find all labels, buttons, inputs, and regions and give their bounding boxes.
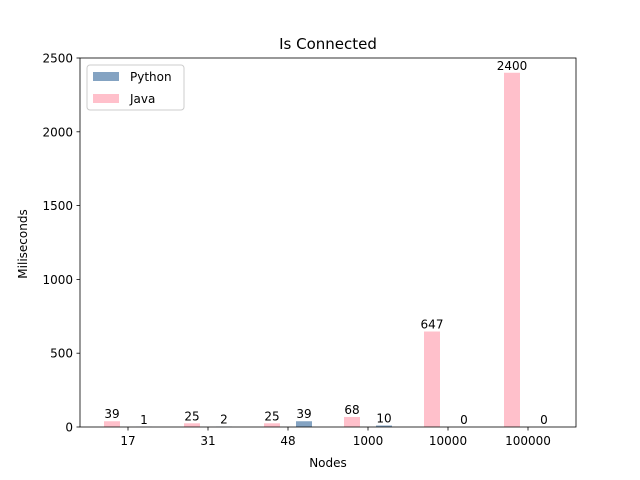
plot-frame xyxy=(79,57,577,428)
x-axis-label: Nodes xyxy=(309,456,347,470)
python-bar xyxy=(296,421,312,427)
axes-layer: 17 31 48 1000 10000 1000000500100015002000250… xyxy=(42,52,577,448)
java-bar xyxy=(184,423,200,427)
x-tick-label: 31 xyxy=(200,434,215,448)
python-value-label: 0 xyxy=(540,413,548,427)
python-value-label: 10 xyxy=(376,412,391,426)
java-value-label: 25 xyxy=(264,409,279,423)
y-axis-label: Miliseconds xyxy=(16,209,30,278)
chart-title: Is Connected xyxy=(279,35,377,53)
java-value-label: 2400 xyxy=(497,59,528,73)
x-tick-label: 1000 xyxy=(353,434,384,448)
python-value-label: 39 xyxy=(296,407,311,421)
legend-swatch-java xyxy=(93,94,119,103)
y-tick-label: 1500 xyxy=(42,199,73,213)
y-tick-label: 1000 xyxy=(42,273,73,287)
java-value-label: 68 xyxy=(344,403,359,417)
java-bar xyxy=(104,421,120,427)
java-bar xyxy=(344,416,360,427)
legend-label-java: Java xyxy=(129,92,155,106)
x-tick-label: 17 xyxy=(120,434,135,448)
legend-swatch-python xyxy=(93,72,119,81)
x-tick-label: 10000 xyxy=(429,434,467,448)
java-bar xyxy=(264,423,280,427)
python-bar xyxy=(376,425,392,427)
y-tick-label: 2000 xyxy=(42,125,73,139)
legend-label-python: Python xyxy=(130,70,172,84)
legend: Python Java xyxy=(86,64,185,111)
java-value-label: 25 xyxy=(184,409,199,423)
java-bar xyxy=(424,331,440,427)
python-value-label: 1 xyxy=(140,413,148,427)
java-bar xyxy=(504,72,520,427)
x-tick-label: 48 xyxy=(280,434,295,448)
java-value-label: 647 xyxy=(421,318,444,332)
java-value-label: 39 xyxy=(104,407,119,421)
y-tick-label: 500 xyxy=(50,347,73,361)
x-tick-label: 100000 xyxy=(505,434,551,448)
python-value-label: 2 xyxy=(220,413,228,427)
bars-layer xyxy=(104,72,520,427)
python-value-label: 0 xyxy=(460,413,468,427)
y-tick-label: 2500 xyxy=(42,52,73,66)
data-labels-layer: 1 2 39 10 0 0 39 25 25 68 647 2400 xyxy=(104,59,547,427)
y-tick-label: 0 xyxy=(65,421,73,435)
